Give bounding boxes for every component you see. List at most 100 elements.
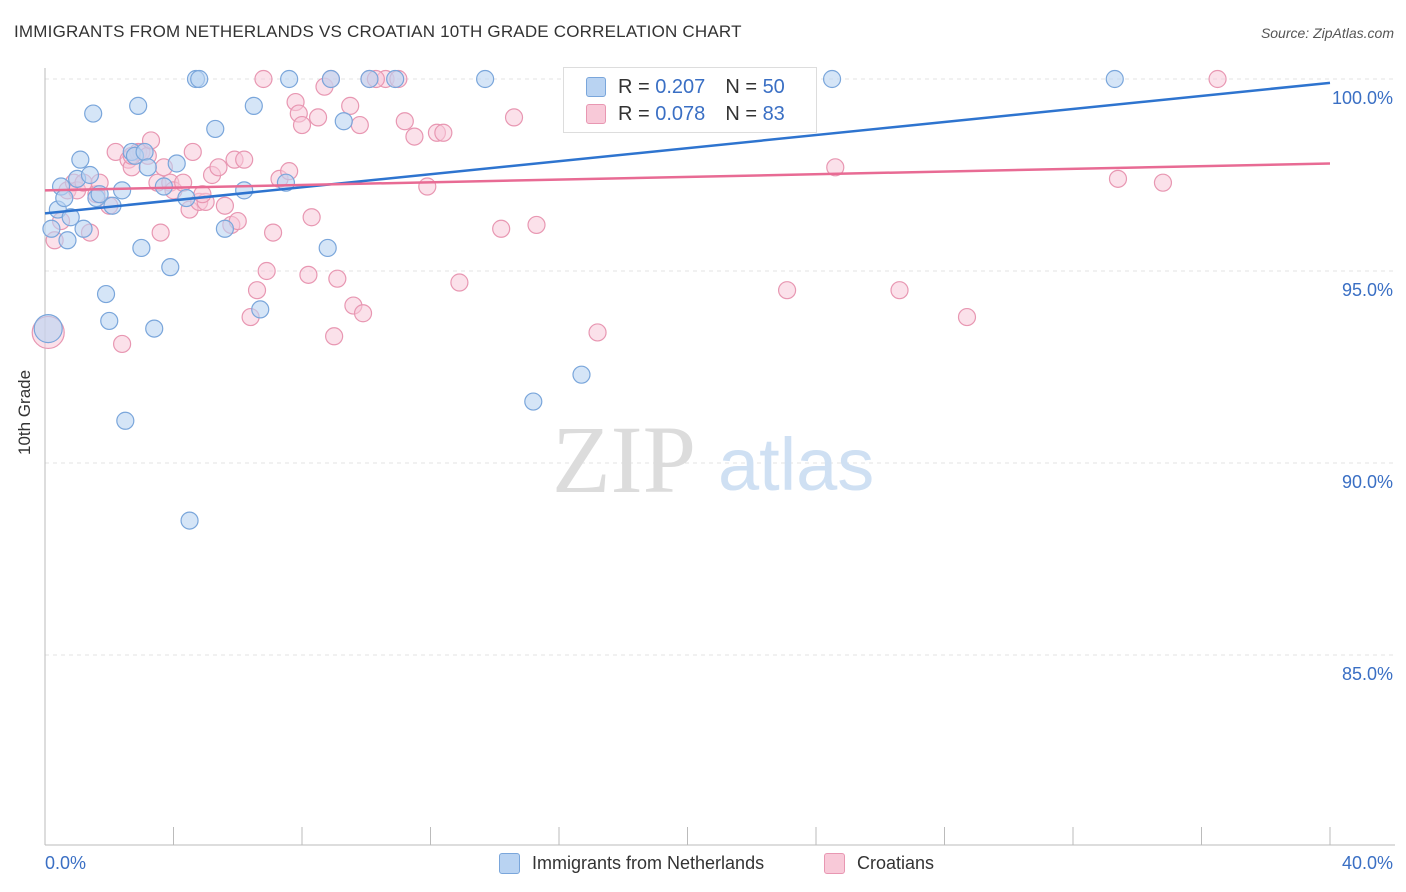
netherlands-point [116, 411, 135, 430]
croatians-point [254, 69, 273, 89]
croatians-point [957, 307, 977, 327]
netherlands-point [244, 96, 263, 115]
bottom-legend-label: Immigrants from Netherlands [532, 852, 765, 873]
croatians-point [504, 108, 524, 127]
legend-n-label: N = [725, 75, 757, 98]
croatians-point [235, 150, 254, 169]
netherlands-point [74, 219, 93, 238]
croatians-point [418, 177, 437, 196]
netherlands-point [145, 319, 164, 338]
croatians-point [183, 142, 202, 162]
y-tick-label: 95.0% [1342, 280, 1393, 300]
legend-n-value: 83 [762, 102, 785, 125]
croatians-point [215, 196, 234, 215]
croatians-point [302, 208, 321, 227]
netherlands-point [129, 96, 148, 115]
croatians-point [299, 265, 318, 284]
axes [44, 68, 1395, 846]
netherlands-point [251, 300, 270, 319]
netherlands-point [112, 181, 132, 200]
bottom-legend-swatch-pink [824, 852, 845, 874]
netherlands-point [318, 238, 337, 258]
croatians-point [395, 112, 414, 131]
watermark-zip: ZIP [552, 406, 696, 513]
croatians-point [209, 158, 228, 177]
netherlands-point [100, 311, 119, 331]
tick-labels: 85.0% 90.0% 95.0% 100.0% 0.0% 40.0% [45, 88, 1393, 873]
netherlands-point [135, 142, 154, 162]
x-tick-label: 0.0% [45, 853, 86, 873]
netherlands-point [42, 219, 61, 238]
y-tick-label: 100.0% [1332, 88, 1393, 108]
croatians-point [263, 223, 283, 242]
netherlands-point [524, 392, 543, 411]
croatians-point [1208, 69, 1227, 89]
trend-lines [44, 81, 1331, 215]
croatians-point [1108, 169, 1128, 188]
netherlands-point [476, 69, 495, 89]
croatians-point [112, 334, 132, 354]
croatians-point [434, 123, 453, 142]
netherlands-point [280, 69, 299, 89]
x-tick-label: 40.0% [1342, 853, 1393, 873]
legend-swatch-pink [586, 104, 606, 124]
netherlands-points [33, 69, 1124, 530]
netherlands-point [572, 365, 591, 384]
netherlands-point [215, 219, 234, 238]
croatians-point [151, 223, 170, 242]
croatians-trend-line [44, 162, 1331, 192]
croatians-point [328, 269, 347, 288]
croatians-point [350, 115, 369, 135]
legend-box: R = 0.207 N = 50 R = 0.078 N = 83 [563, 67, 817, 133]
netherlands-point [167, 154, 186, 173]
netherlands-point [386, 69, 405, 89]
netherlands-point [1105, 69, 1124, 89]
legend-n-label: N = [725, 102, 757, 125]
croatians-point [353, 304, 373, 323]
legend-r-value: 0.207 [655, 75, 706, 98]
netherlands-point [180, 511, 199, 530]
legend-r-value: 0.078 [655, 102, 706, 125]
netherlands-point [321, 69, 341, 89]
netherlands-point [161, 258, 180, 277]
watermark: ZIP atlas [552, 406, 874, 513]
croatians-point [292, 115, 312, 135]
croatians-point [777, 281, 797, 300]
netherlands-point [190, 69, 209, 89]
legend-r-label: R = [618, 75, 650, 98]
bottom-legend-croatians: Croatians [824, 852, 934, 874]
netherlands-point [235, 181, 254, 200]
netherlands-point [61, 208, 80, 227]
croatians-point [492, 219, 511, 238]
y-tick-label: 90.0% [1342, 472, 1393, 492]
netherlands-point [96, 284, 116, 304]
netherlands-point [132, 238, 151, 258]
y-tick-label: 85.0% [1342, 664, 1393, 684]
croatians-point [588, 323, 607, 342]
netherlands-point [138, 158, 157, 177]
y-axis-label: 10th Grade [15, 369, 34, 455]
croatians-point [450, 273, 469, 292]
croatians-point [527, 215, 546, 235]
croatians-point [308, 108, 328, 127]
netherlands-point [33, 314, 63, 344]
bottom-legend-swatch-blue [499, 852, 520, 874]
legend-n-value: 50 [762, 75, 785, 98]
watermark-atlas: atlas [718, 423, 874, 506]
netherlands-point [334, 112, 353, 131]
croatians-point [257, 261, 276, 281]
croatians-point [325, 327, 344, 346]
chart-title: IMMIGRANTS FROM NETHERLANDS VS CROATIAN … [14, 22, 742, 41]
croatians-point [341, 96, 360, 115]
netherlands-point [84, 104, 103, 123]
netherlands-point [360, 69, 379, 89]
croatians-point [890, 281, 909, 300]
netherlands-point [206, 119, 225, 139]
legend-r-label: R = [618, 102, 650, 125]
netherlands-point [276, 173, 296, 192]
croatians-point [1153, 173, 1173, 192]
netherlands-point [55, 188, 74, 208]
legend-row-croatians: R = 0.078 N = 83 [586, 103, 785, 125]
source-label: Source: ZipAtlas.com [1260, 25, 1394, 41]
